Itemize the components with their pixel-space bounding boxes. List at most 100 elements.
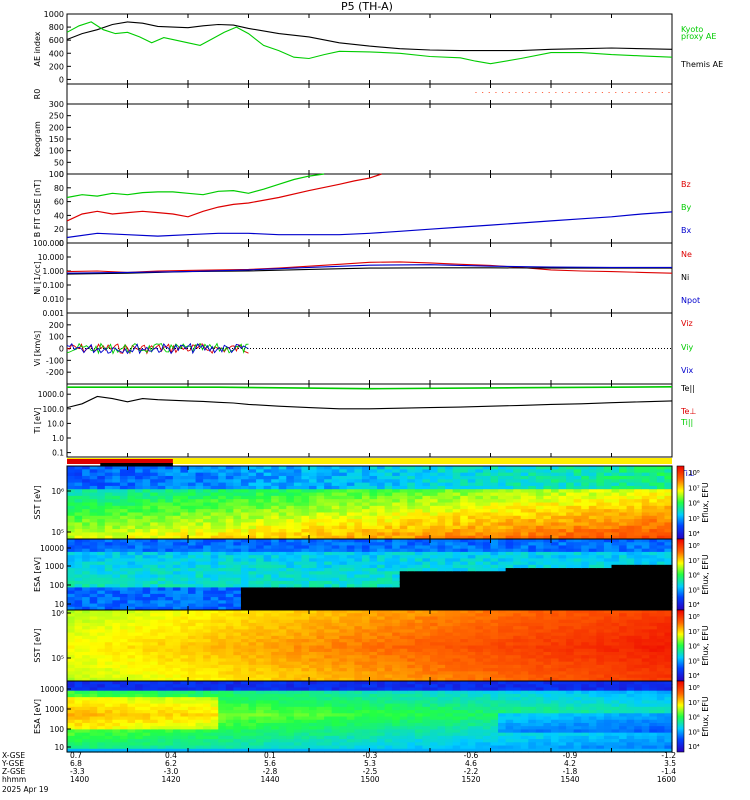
heatmap-cell (377, 555, 386, 559)
heatmap-cell (354, 545, 363, 550)
heatmap-cell (97, 603, 106, 608)
heatmap-cell (278, 584, 287, 589)
heatmap-cell (112, 469, 121, 474)
heatmap-cell (543, 505, 552, 510)
heatmap-cell (301, 606, 310, 611)
heatmap-cell (180, 590, 189, 595)
heatmap-cell (354, 466, 363, 470)
heatmap-cell (271, 545, 280, 550)
heatmap-cell (150, 584, 159, 589)
heatmap-cell (142, 574, 151, 579)
heatmap-cell (165, 555, 174, 559)
heatmap-cell (399, 472, 408, 477)
heatmap-cell (263, 616, 272, 621)
heatmap-cell (445, 529, 454, 533)
heatmap-cell (210, 502, 219, 507)
heatmap-cell (407, 492, 416, 497)
heatmap-cell (354, 495, 363, 500)
heatmap-cell (664, 561, 673, 566)
heatmap-cell (309, 485, 318, 490)
heatmap-cell (475, 571, 484, 576)
heatmap-cell (603, 485, 613, 490)
heatmap-cell (165, 622, 174, 627)
heatmap-cell (475, 529, 484, 533)
heatmap-cell (649, 593, 658, 598)
heatmap-cell (399, 519, 408, 524)
heatmap-cell (558, 548, 567, 553)
heatmap-cell (293, 466, 303, 470)
heatmap-cell (369, 561, 378, 566)
heatmap-cell (430, 658, 439, 663)
heatmap-cell (225, 529, 234, 533)
heatmap-cell (271, 600, 280, 605)
heatmap-cell (240, 671, 250, 676)
heatmap-cell (233, 568, 242, 572)
heatmap-cell (581, 568, 590, 572)
heatmap-cell (119, 545, 129, 550)
heatmap-cell (218, 542, 227, 547)
heatmap-cell (188, 571, 197, 576)
heatmap-cell (482, 561, 492, 566)
heatmap-cell (142, 515, 151, 520)
heatmap-cell (157, 502, 166, 507)
heatmap-cell (346, 512, 355, 517)
heatmap-cell (482, 606, 492, 611)
heatmap-cell (505, 515, 514, 520)
heatmap-cell (263, 535, 272, 540)
heatmap-cell (482, 548, 492, 553)
heatmap-cell (309, 542, 318, 547)
heatmap-cell (278, 622, 287, 627)
y-tick-label: 20 (54, 225, 64, 234)
heatmap-cell (225, 671, 234, 676)
heatmap-cell (535, 472, 545, 477)
heatmap-cell (339, 561, 348, 566)
heatmap-cell (324, 558, 333, 563)
heatmap-cell (452, 529, 461, 533)
heatmap-cell (331, 564, 340, 569)
heatmap-cell (505, 603, 514, 608)
heatmap-cell (188, 622, 197, 627)
heatmap-cell (172, 574, 182, 579)
heatmap-cell (293, 472, 303, 477)
heatmap-cell (104, 584, 113, 589)
heatmap-cell (286, 613, 295, 618)
heatmap-cell (233, 489, 242, 494)
heatmap-cell (384, 485, 393, 490)
heatmap-cell (165, 645, 174, 650)
heatmap-cell (233, 580, 242, 585)
heatmap-cell (513, 600, 522, 605)
heatmap-cell (271, 626, 280, 630)
heatmap-cell (135, 590, 144, 595)
heatmap-cell (203, 584, 212, 589)
heatmap-cell (361, 639, 371, 643)
heatmap-cell (256, 580, 265, 585)
heatmap-cell (240, 606, 250, 611)
heatmap-cell (384, 492, 393, 497)
heatmap-cell (414, 603, 424, 608)
heatmap-cell (467, 489, 476, 494)
heatmap-cell (354, 655, 363, 660)
heatmap-cell (407, 525, 416, 530)
heatmap-cell (324, 597, 333, 601)
heatmap-cell (271, 529, 280, 533)
heatmap-cell (528, 542, 537, 547)
heatmap-cell (74, 475, 83, 480)
heatmap-cell (551, 545, 560, 550)
heatmap-cell (135, 539, 144, 543)
heatmap-cell (195, 509, 204, 514)
heatmap-cell (195, 479, 204, 484)
heatmap-cell (392, 469, 401, 474)
heatmap-cell (581, 580, 590, 585)
heatmap-cell (97, 619, 106, 624)
heatmap-cell (467, 525, 476, 530)
heatmap-cell (369, 489, 378, 494)
heatmap-cell (558, 545, 567, 550)
heatmap-cell (172, 668, 182, 672)
heatmap-cell (218, 639, 227, 643)
heatmap-cell (551, 597, 560, 601)
heatmap-cell (354, 568, 363, 572)
heatmap-cell (97, 522, 106, 527)
heatmap-cell (150, 668, 159, 672)
heatmap-cell (256, 626, 265, 630)
heatmap-cell (573, 519, 582, 524)
